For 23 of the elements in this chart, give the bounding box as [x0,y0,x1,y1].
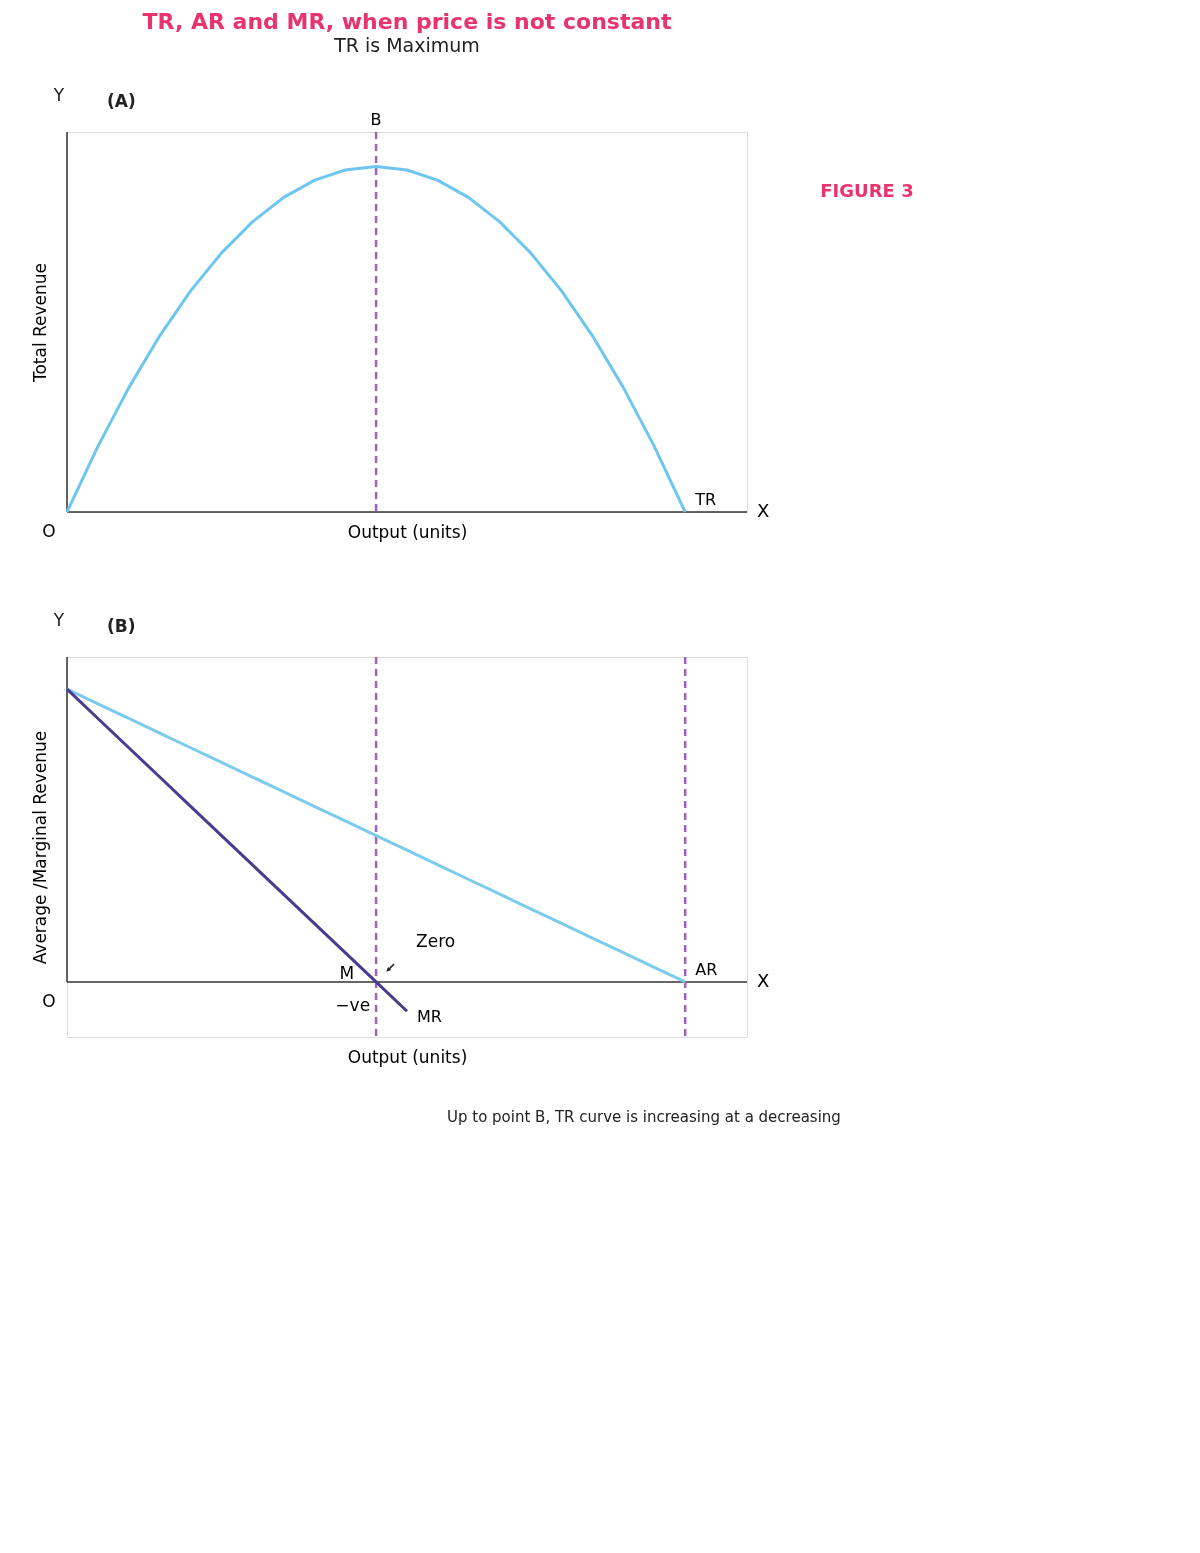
series-label: MR [417,1007,442,1027]
x-axis-title: Output (units) [347,521,468,542]
text: B [370,110,382,129]
annotation: Zero [416,930,456,951]
annotation: M [339,962,355,983]
series-label: AR [695,959,718,979]
y-axis-title: Total Revenue [29,262,50,384]
text: Y [52,610,65,630]
chart-title: TR, AR and MR, when price is not constant [142,9,672,34]
y-axis-title: Average /Marginal Revenue [29,730,50,965]
caption: FIGURE 3 [820,180,914,201]
annotation: −ve [335,994,371,1015]
text: X [757,500,770,521]
chart-subtitle: TR is Maximum [333,34,480,56]
text: (A) [107,91,136,111]
text: O [42,521,56,541]
text: X [757,969,770,991]
annotation: O [42,990,56,1011]
text: Up to point B, TR curve is increasing at a decreasing [447,1108,841,1126]
series-label: TR [694,490,717,509]
x-axis-title: Output (units) [347,1046,468,1067]
text: (B) [107,616,136,636]
text: Y [52,85,65,105]
